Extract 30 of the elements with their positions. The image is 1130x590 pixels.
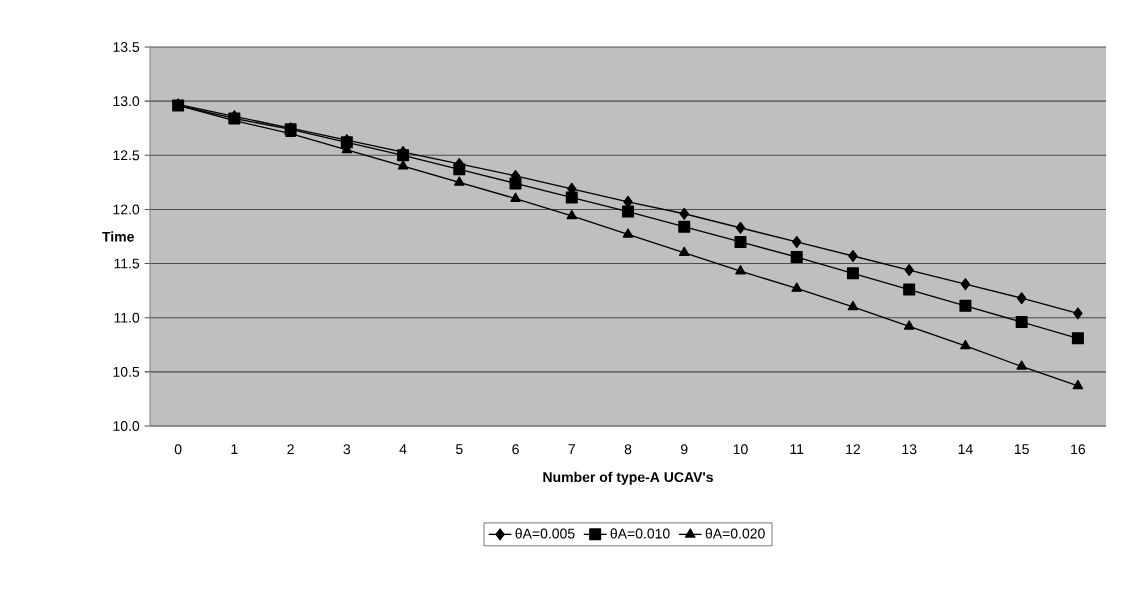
x-tick-label: 8 — [624, 444, 632, 455]
y-tick-label: 12.5 — [113, 150, 140, 161]
x-tick-label: 9 — [681, 444, 688, 455]
x-tick-label: 5 — [455, 444, 463, 455]
x-tick-label: 7 — [568, 444, 575, 454]
y-axis-title: Time — [102, 231, 134, 242]
x-tick-label: 0 — [174, 444, 182, 455]
x-tick-label: 14 — [958, 444, 973, 454]
y-tick-label: 11.5 — [114, 258, 140, 269]
x-tick-label: 4 — [399, 444, 407, 454]
legend-label: θA=0.010 — [610, 528, 670, 539]
x-tick-label: 10 — [733, 444, 748, 455]
x-tick-label: 15 — [1014, 444, 1029, 455]
y-tick-label: 10.0 — [113, 421, 140, 431]
x-tick-label: 16 — [1071, 444, 1086, 455]
y-tick-label: 13.5 — [113, 42, 140, 52]
y-tick-label: 12.0 — [113, 204, 140, 215]
y-tick-label: 10.5 — [113, 366, 140, 377]
x-axis-title: Number of type-A UCAV's — [543, 471, 713, 485]
x-tick-label: 13 — [902, 444, 917, 455]
legend-label: θA=0.005 — [515, 528, 575, 539]
y-tick-label: 13.0 — [113, 96, 140, 107]
x-tick-label: 11 — [790, 444, 804, 454]
x-tick-label: 6 — [512, 444, 519, 455]
x-tick-label: 2 — [287, 444, 294, 455]
legend-label: θA=0.020 — [705, 528, 765, 539]
x-tick-label: 1 — [231, 444, 238, 454]
x-tick-label: 3 — [343, 444, 351, 455]
y-tick-label: 11.0 — [114, 312, 140, 323]
x-tick-label: 12 — [846, 444, 861, 455]
